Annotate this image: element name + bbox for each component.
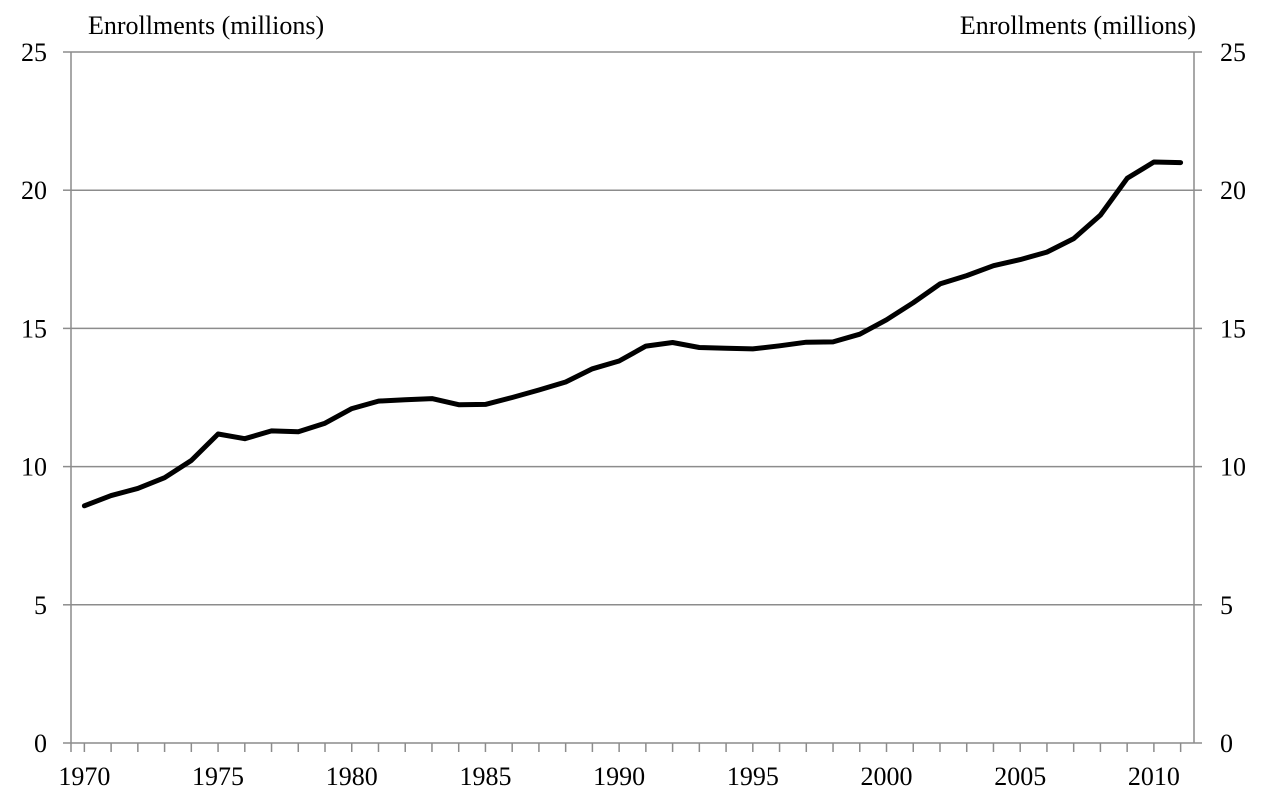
y-tick-label-left-20: 20	[21, 176, 47, 205]
x-tick-label-1995: 1995	[727, 762, 779, 791]
x-axis-tick-labels: 1970 1975 1980 1985 1990 1995 2000 2005 2010	[58, 762, 1180, 791]
y-axis-right-title: Enrollments (millions)	[960, 11, 1196, 40]
x-tick-label-1980: 1980	[326, 762, 378, 791]
y-tick-label-right-20: 20	[1220, 176, 1246, 205]
x-tick-label-2010: 2010	[1128, 762, 1180, 791]
plot-frame	[70, 52, 1195, 744]
x-tick-label-2005: 2005	[994, 762, 1046, 791]
y-tick-label-right-15: 15	[1220, 314, 1246, 343]
y-tick-label-left-0: 0	[34, 729, 47, 758]
y-tick-label-left-15: 15	[21, 314, 47, 343]
series-layer	[81, 159, 1184, 509]
x-tick-label-1990: 1990	[593, 762, 645, 791]
y-tick-label-right-0: 0	[1220, 729, 1233, 758]
x-tick-label-2000: 2000	[861, 762, 913, 791]
y-tick-label-left-25: 25	[21, 38, 47, 67]
x-tick-label-1975: 1975	[192, 762, 244, 791]
y-axis-left-tick-labels: 0 5 10 15 20 25	[21, 38, 47, 758]
y-tick-label-left-5: 5	[34, 591, 47, 620]
series-line-0	[81, 159, 1184, 509]
gridlines	[71, 51, 1194, 606]
y-tick-label-right-10: 10	[1220, 453, 1246, 482]
axis-ticks	[63, 51, 1202, 752]
y-tick-label-right-25: 25	[1220, 38, 1246, 67]
y-axis-left-title: Enrollments (millions)	[88, 11, 324, 40]
y-tick-label-right-5: 5	[1220, 591, 1233, 620]
x-tick-label-1985: 1985	[459, 762, 511, 791]
y-axis-right-tick-labels: 0 5 10 15 20 25	[1220, 38, 1246, 758]
x-tick-label-1970: 1970	[58, 762, 110, 791]
y-tick-label-left-10: 10	[21, 453, 47, 482]
